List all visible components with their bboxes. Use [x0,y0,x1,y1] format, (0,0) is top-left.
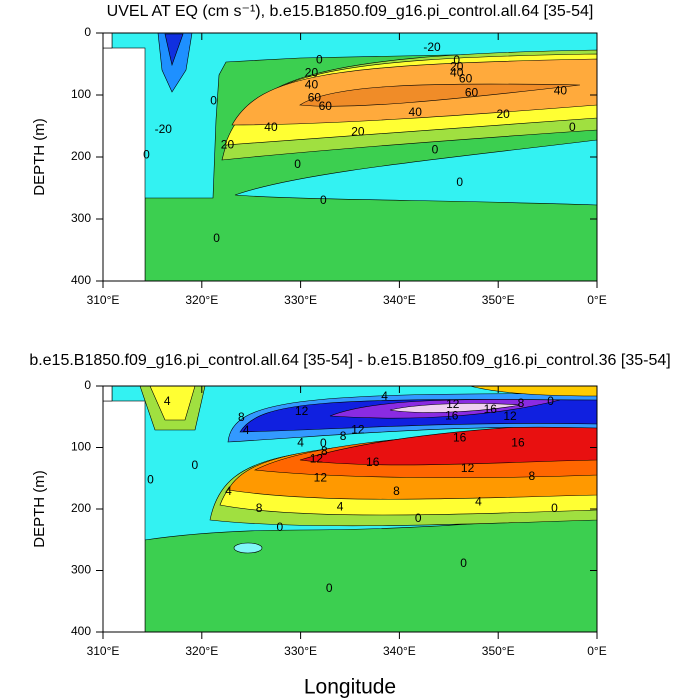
contour-label: 4 [243,423,250,437]
y-axis-label: DEPTH (m) [31,470,48,548]
contour-label: 60 [308,90,322,104]
x-tick-label: 320°E [185,293,218,307]
x-tick-label: 0°E [587,293,606,307]
y-tick-label: 200 [71,501,91,515]
contour-label: 20 [450,59,464,73]
contour-label: 20 [305,65,319,79]
x-tick-label: 340°E [383,644,416,658]
contour-label: 0 [147,472,154,486]
contour-label: 8 [238,410,245,424]
contour-label: 0 [415,511,422,525]
x-tick-label: 310°E [87,644,120,658]
contour-label: 60 [465,85,479,99]
contour-label: 0 [294,157,301,171]
contour-label: 60 [319,99,333,113]
x-tick-label: 320°E [185,644,218,658]
contour-label: 0 [456,175,463,189]
contour-label: 40 [554,83,568,97]
y-tick-label: 300 [71,211,91,225]
contour-label: 16 [366,455,380,469]
contour-label: 4 [164,394,171,408]
contour-label: 8 [518,396,525,410]
contour-label: 12 [503,409,517,423]
y-tick-label: 300 [71,563,91,577]
x-tick-label: 350°E [482,644,515,658]
contour-fill [103,386,597,632]
contour-label: 4 [225,484,232,498]
contour-label: 8 [528,469,535,483]
contour-label: 4 [475,494,482,508]
contour-label: 0 [143,147,150,161]
contour-label: 0 [320,436,327,450]
contour-label: 0 [316,52,323,66]
y-tick-label: 100 [71,440,91,454]
contour-label: 4 [337,499,344,513]
contour-label: 0 [277,520,284,534]
x-tick-label: 340°E [383,293,416,307]
contour-label: 12 [446,397,460,411]
contour-label: 40 [409,105,423,119]
contour-label: 12 [351,422,365,436]
contour-label: 40 [450,65,464,79]
contour-label: 0 [213,231,220,245]
contour-label: 12 [310,451,324,465]
contour-label: 4 [381,389,388,403]
contour-label: 0 [551,501,558,515]
contour-label: 20 [496,107,510,121]
contour-label: 60 [459,72,473,86]
contour-label: 0 [432,142,439,156]
contour-label: 12 [314,470,328,484]
contour-label: 16 [484,402,498,416]
contour-label: 40 [305,77,319,91]
contour-label: 0 [326,581,333,595]
contour-label: 12 [295,404,309,418]
contour-label: 0 [210,93,217,107]
x-tick-label: 330°E [284,644,317,658]
y-axis-label: DEPTH (m) [31,118,48,196]
x-tick-label: 0°E [587,644,606,658]
y-tick-label: 0 [84,25,91,39]
contour-label: 0 [192,458,199,472]
contour-fill [103,33,597,281]
contour-label: 8 [393,484,400,498]
y-tick-label: 400 [71,624,91,638]
y-tick-label: 0 [84,378,91,392]
x-axis-label: Longitude [304,676,396,699]
y-tick-label: 400 [71,273,91,287]
contour-label: 16 [511,435,525,449]
y-tick-label: 200 [71,149,91,163]
contour-label: -20 [423,40,441,54]
contour-label: 16 [445,408,459,422]
contour-label: 0 [320,193,327,207]
contour-label: 20 [351,124,365,138]
contour-label: 8 [256,501,263,515]
chart-title: UVEL AT EQ (cm s⁻¹), b.e15.B1850.f09_g16… [107,3,594,20]
x-tick-label: 350°E [482,293,515,307]
contour-label: 20 [221,137,235,151]
contour-label: 4 [297,435,304,449]
contour-label: 0 [460,556,467,570]
contour-label: 0 [569,120,576,134]
contour-label: 40 [264,120,278,134]
contour-label: 16 [453,430,467,444]
contour-label: 0 [453,53,460,67]
contour-label: -20 [155,122,173,136]
contour-label: 8 [321,444,328,458]
contour-label: 0 [547,394,554,408]
chart-title: b.e15.B1850.f09_g16.pi_control.all.64 [3… [29,352,670,369]
contour-label: 12 [461,461,475,475]
contour-label: 8 [340,429,347,443]
x-tick-label: 310°E [87,293,120,307]
x-tick-label: 330°E [284,293,317,307]
y-tick-label: 100 [71,87,91,101]
